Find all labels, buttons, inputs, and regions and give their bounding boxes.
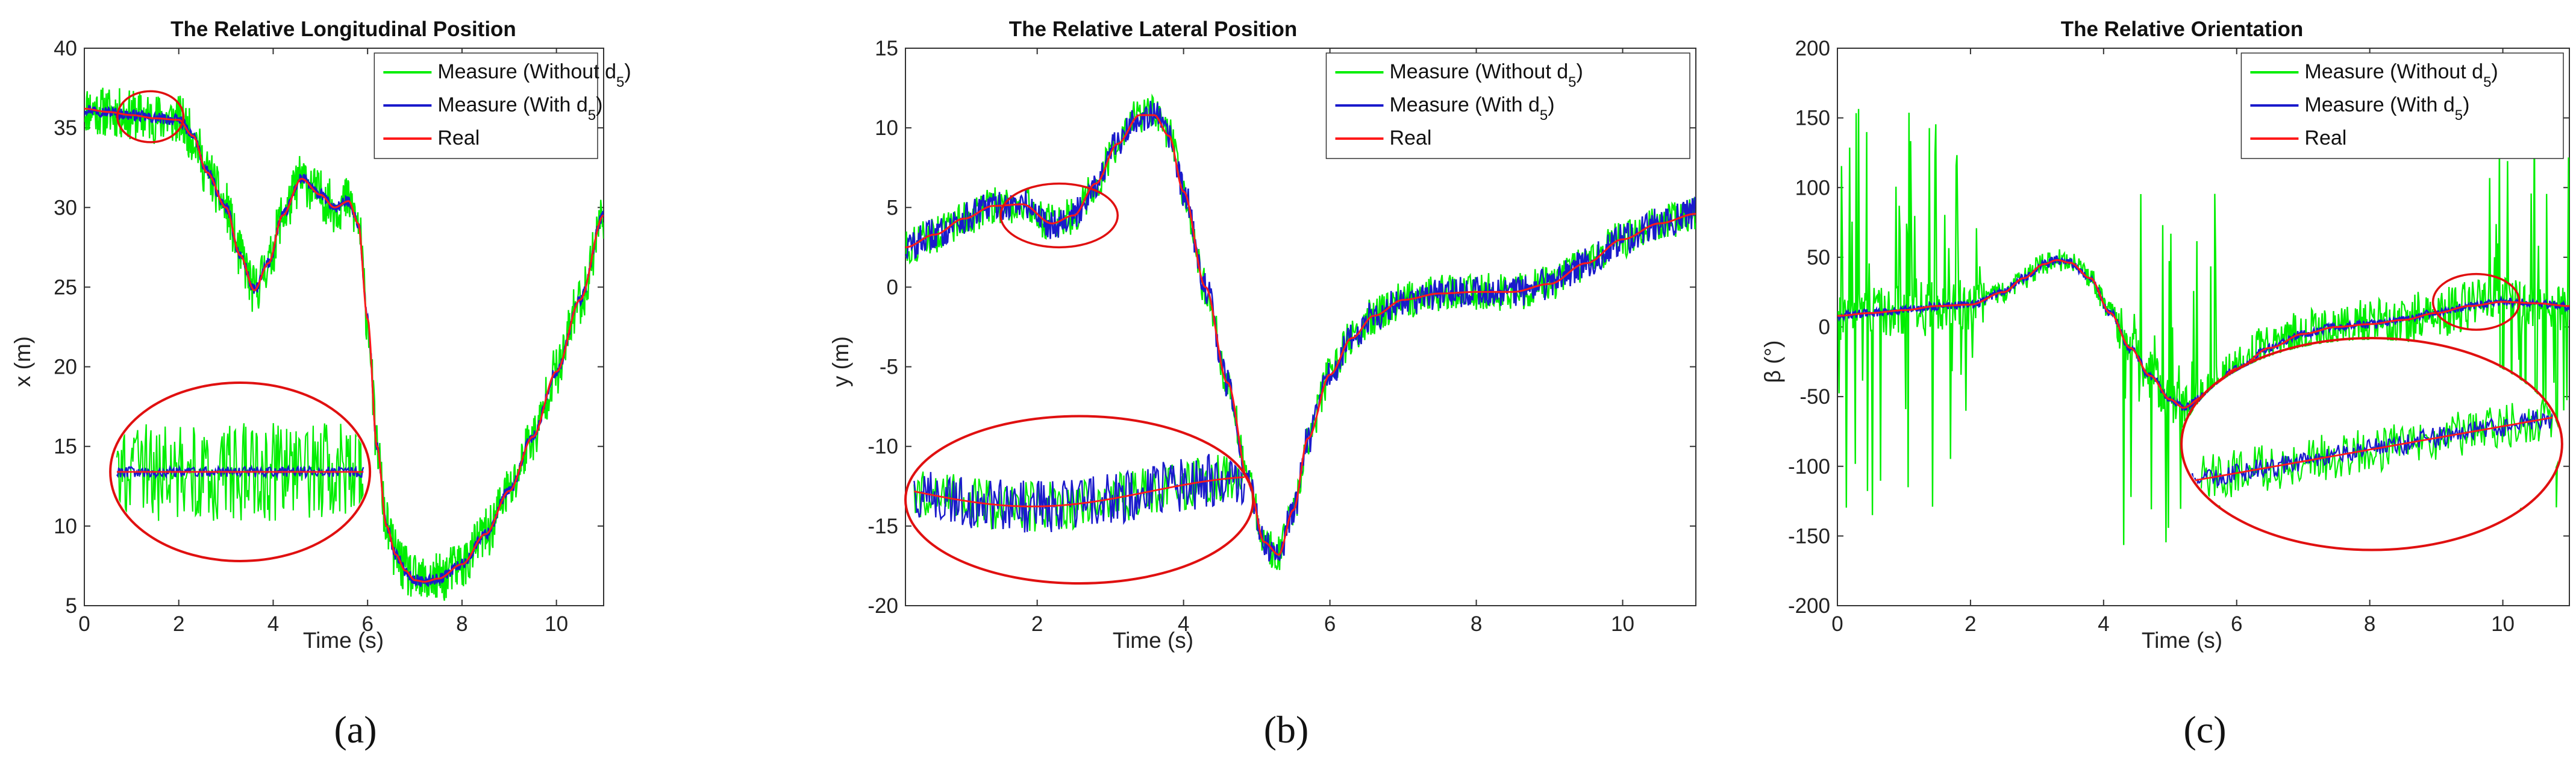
zoom-line-with-d5: [913, 454, 1245, 533]
chart-title: The Relative Lateral Position: [1009, 17, 1297, 41]
y-tick-label: 30: [54, 196, 77, 219]
chart-title: The Relative Longitudinal Position: [170, 17, 516, 41]
y-tick-label: 20: [54, 356, 77, 379]
highlight-ellipse: [2431, 272, 2521, 331]
x-tick-label: 6: [1324, 612, 1336, 636]
x-tick-label: 2: [173, 612, 184, 636]
chart-panel-b: The Relative Lateral Position Time (s) y…: [828, 17, 1696, 751]
y-tick-label: 5: [887, 196, 898, 219]
series-line-real: [84, 107, 604, 583]
zoom-line-without-d5: [116, 422, 364, 521]
y-tick-label: -50: [1799, 385, 1830, 409]
zoom-background: [907, 418, 1252, 582]
y-tick-label: 35: [54, 116, 77, 140]
series-line-real: [1837, 259, 2569, 409]
subfigure-label-b: (b): [1264, 708, 1309, 751]
x-axis-label: Time (s): [2142, 628, 2222, 653]
x-tick-label: 8: [2364, 612, 2375, 636]
y-tick-label: 15: [54, 435, 77, 459]
series-line-with-d5: [84, 105, 604, 588]
y-tick-label: 25: [54, 275, 77, 299]
y-tick-label: 100: [1795, 176, 1830, 199]
zoom-line-real: [914, 476, 1245, 507]
y-axis-label: β (°): [1760, 340, 1785, 383]
series-line-with-d5: [905, 101, 1696, 562]
x-tick-label: 8: [456, 612, 467, 636]
x-tick-label: 0: [1831, 612, 1843, 636]
series-line-without-d5: [84, 87, 604, 601]
zoom-inset: [907, 418, 1252, 582]
x-tick-label: 6: [361, 612, 373, 636]
zoom-line-with-d5: [116, 464, 364, 480]
chart-panel-a: The Relative Longitudinal Position Time …: [10, 17, 631, 751]
x-tick-label: 4: [2098, 612, 2109, 636]
y-tick-label: 5: [66, 594, 77, 618]
x-axis-label: Time (s): [1113, 628, 1193, 653]
zoom-inset-ellipse: [2180, 337, 2563, 551]
y-tick-label: 0: [887, 275, 898, 299]
zoom-inset-ellipse: [109, 381, 372, 562]
y-tick-label: 10: [875, 116, 898, 140]
x-tick-label: 4: [1178, 612, 1189, 636]
x-tick-label: 6: [2231, 612, 2242, 636]
y-tick-label: -15: [868, 515, 898, 538]
y-tick-label: 0: [1819, 316, 1830, 339]
subfigure-label-a: (a): [334, 708, 377, 751]
x-tick-label: 10: [2491, 612, 2515, 636]
y-tick-label: -10: [868, 435, 898, 459]
x-tick-label: 2: [1965, 612, 1976, 636]
y-tick-label: -5: [880, 356, 898, 379]
y-tick-label: 40: [54, 37, 77, 60]
y-axis-label: x (m): [10, 336, 35, 387]
y-tick-label: 200: [1795, 37, 1830, 60]
y-tick-label: -150: [1788, 524, 1830, 548]
x-tick-label: 10: [1611, 612, 1634, 636]
x-tick-label: 0: [78, 612, 90, 636]
zoom-inset-ellipse: [904, 415, 1255, 585]
subfigure-label-c: (c): [2183, 708, 2226, 751]
y-tick-label: 15: [875, 37, 898, 60]
y-tick-label: -200: [1788, 594, 1830, 618]
y-tick-label: -20: [868, 594, 898, 618]
x-tick-label: 4: [267, 612, 279, 636]
chart-title: The Relative Orientation: [2061, 17, 2304, 41]
y-axis-label: y (m): [828, 336, 853, 387]
x-axis-label: Time (s): [303, 628, 384, 653]
x-tick-label: 10: [545, 612, 568, 636]
zoom-background: [2183, 340, 2560, 548]
highlight-ellipse: [999, 182, 1119, 249]
zoom-line-real: [2190, 416, 2553, 482]
legend-label: Real: [1389, 127, 1431, 149]
y-tick-label: 10: [54, 515, 77, 538]
zoom-inset: [112, 384, 369, 559]
series-line-real: [905, 114, 1696, 556]
y-tick-label: 150: [1795, 107, 1830, 130]
x-tick-label: 8: [1471, 612, 1482, 636]
x-tick-label: 2: [1031, 612, 1043, 636]
series-line-without-d5: [905, 93, 1696, 570]
legend-box: [1325, 52, 1690, 159]
legend-label: Real: [437, 127, 480, 149]
zoom-inset: [2183, 340, 2560, 548]
y-tick-label: -100: [1788, 455, 1830, 479]
data-layer: [905, 93, 1696, 570]
y-tick-label: 50: [1807, 246, 1830, 269]
legend-label: Real: [2304, 127, 2346, 149]
data-layer: [84, 87, 604, 601]
highlight-ellipse: [116, 90, 185, 143]
chart-panel-c: The Relative Orientation Time (s) β (°) …: [1760, 17, 2570, 751]
